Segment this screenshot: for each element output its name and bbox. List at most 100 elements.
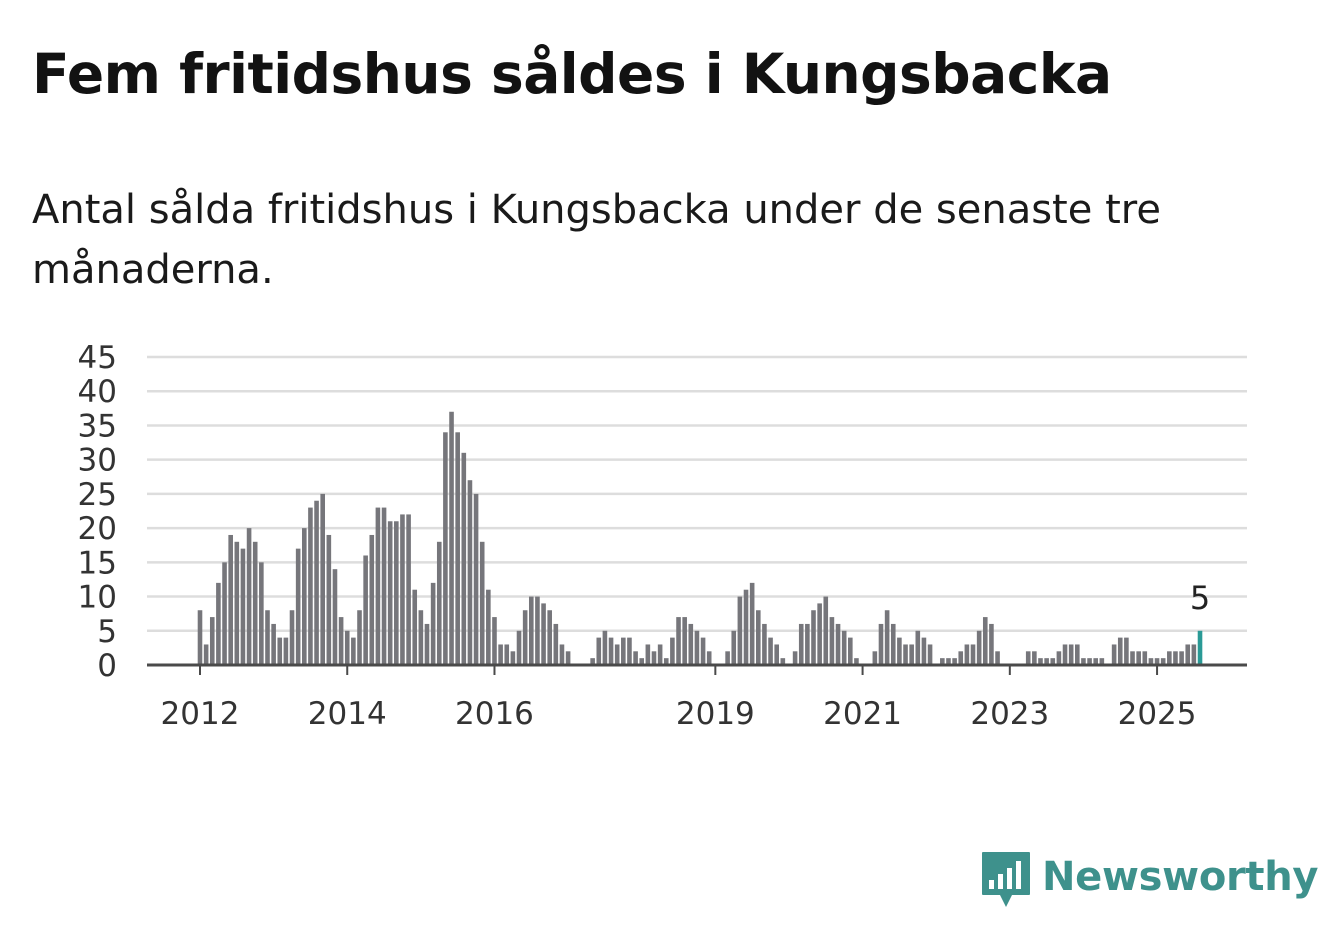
bar (1068, 644, 1074, 665)
bar (670, 637, 675, 665)
bar (725, 651, 730, 665)
y-tick-label: 15 (78, 545, 117, 581)
bar (357, 610, 362, 665)
bar (387, 521, 393, 665)
bar (749, 582, 755, 665)
bar (1117, 637, 1123, 665)
bar (792, 651, 798, 665)
x-tick-label: 2025 (1118, 696, 1197, 732)
bar (1075, 644, 1080, 665)
bar (1148, 658, 1154, 665)
bar (872, 651, 878, 665)
bar (731, 630, 737, 665)
bar (314, 500, 319, 665)
bar (958, 651, 964, 665)
bar (443, 432, 448, 665)
bar (755, 610, 761, 665)
bar (706, 651, 712, 665)
bar (989, 623, 994, 665)
bar (216, 582, 221, 665)
bar-highlight (1197, 630, 1203, 665)
bar (590, 658, 595, 665)
bar (798, 623, 804, 665)
bar (823, 596, 829, 665)
bar (651, 651, 657, 665)
bar (541, 603, 546, 665)
bar (467, 480, 473, 665)
bar (1044, 658, 1049, 665)
x-tick-label: 2019 (676, 696, 755, 732)
bar (486, 589, 491, 665)
bar (535, 596, 540, 665)
bar (1099, 658, 1105, 665)
bar (1025, 651, 1031, 665)
bar (921, 637, 927, 665)
bar (1142, 651, 1148, 665)
bar (1111, 644, 1117, 665)
bar (1050, 658, 1056, 665)
bar (1173, 651, 1178, 665)
bar (271, 623, 276, 665)
y-tick-label: 35 (78, 408, 117, 444)
bar (639, 658, 645, 665)
bar (909, 644, 914, 665)
bar (645, 644, 651, 665)
bar (265, 610, 270, 665)
x-tick-label: 2014 (308, 696, 387, 732)
bar (400, 514, 405, 665)
bar (774, 644, 779, 665)
bar (351, 637, 356, 665)
bar (498, 644, 503, 665)
bar (848, 637, 853, 665)
bar (817, 603, 822, 665)
bar (234, 541, 240, 665)
bar (363, 555, 368, 665)
bar (412, 589, 418, 665)
bar (946, 658, 951, 665)
bar (473, 493, 479, 665)
bar (308, 507, 313, 665)
bar (829, 617, 835, 665)
annotations: 5 (1190, 579, 1210, 617)
bar (436, 541, 442, 665)
bar (995, 651, 1000, 665)
x-tick-label: 2012 (161, 696, 240, 732)
bars (197, 411, 1203, 665)
bar (915, 630, 921, 665)
bar (627, 637, 632, 665)
bar (326, 534, 332, 665)
y-tick-label: 40 (78, 374, 117, 410)
bar (1093, 658, 1099, 665)
bar (197, 610, 203, 665)
bar (602, 630, 608, 665)
bar (302, 528, 307, 665)
bar (982, 617, 988, 665)
bar (1124, 637, 1129, 665)
bar (547, 610, 552, 665)
bar (510, 651, 516, 665)
bar (737, 596, 743, 665)
bar (1062, 644, 1068, 665)
bar (964, 644, 970, 665)
y-tick-label: 25 (78, 477, 117, 513)
bar (516, 630, 522, 665)
bar (1081, 658, 1086, 665)
bar (455, 432, 460, 665)
bar (528, 596, 534, 665)
bar (903, 644, 908, 665)
bar (1167, 651, 1172, 665)
y-tick-label: 30 (78, 443, 117, 479)
chart-bubble-icon (982, 852, 1030, 907)
bar (461, 452, 467, 665)
brand-name: Newsworthy (1042, 854, 1319, 900)
bar (1185, 644, 1191, 665)
bar (240, 548, 246, 665)
bar (418, 610, 424, 665)
bar (1154, 658, 1160, 665)
bar (259, 562, 264, 665)
bar (1179, 651, 1184, 665)
bar (1136, 651, 1141, 665)
bar (338, 617, 344, 665)
